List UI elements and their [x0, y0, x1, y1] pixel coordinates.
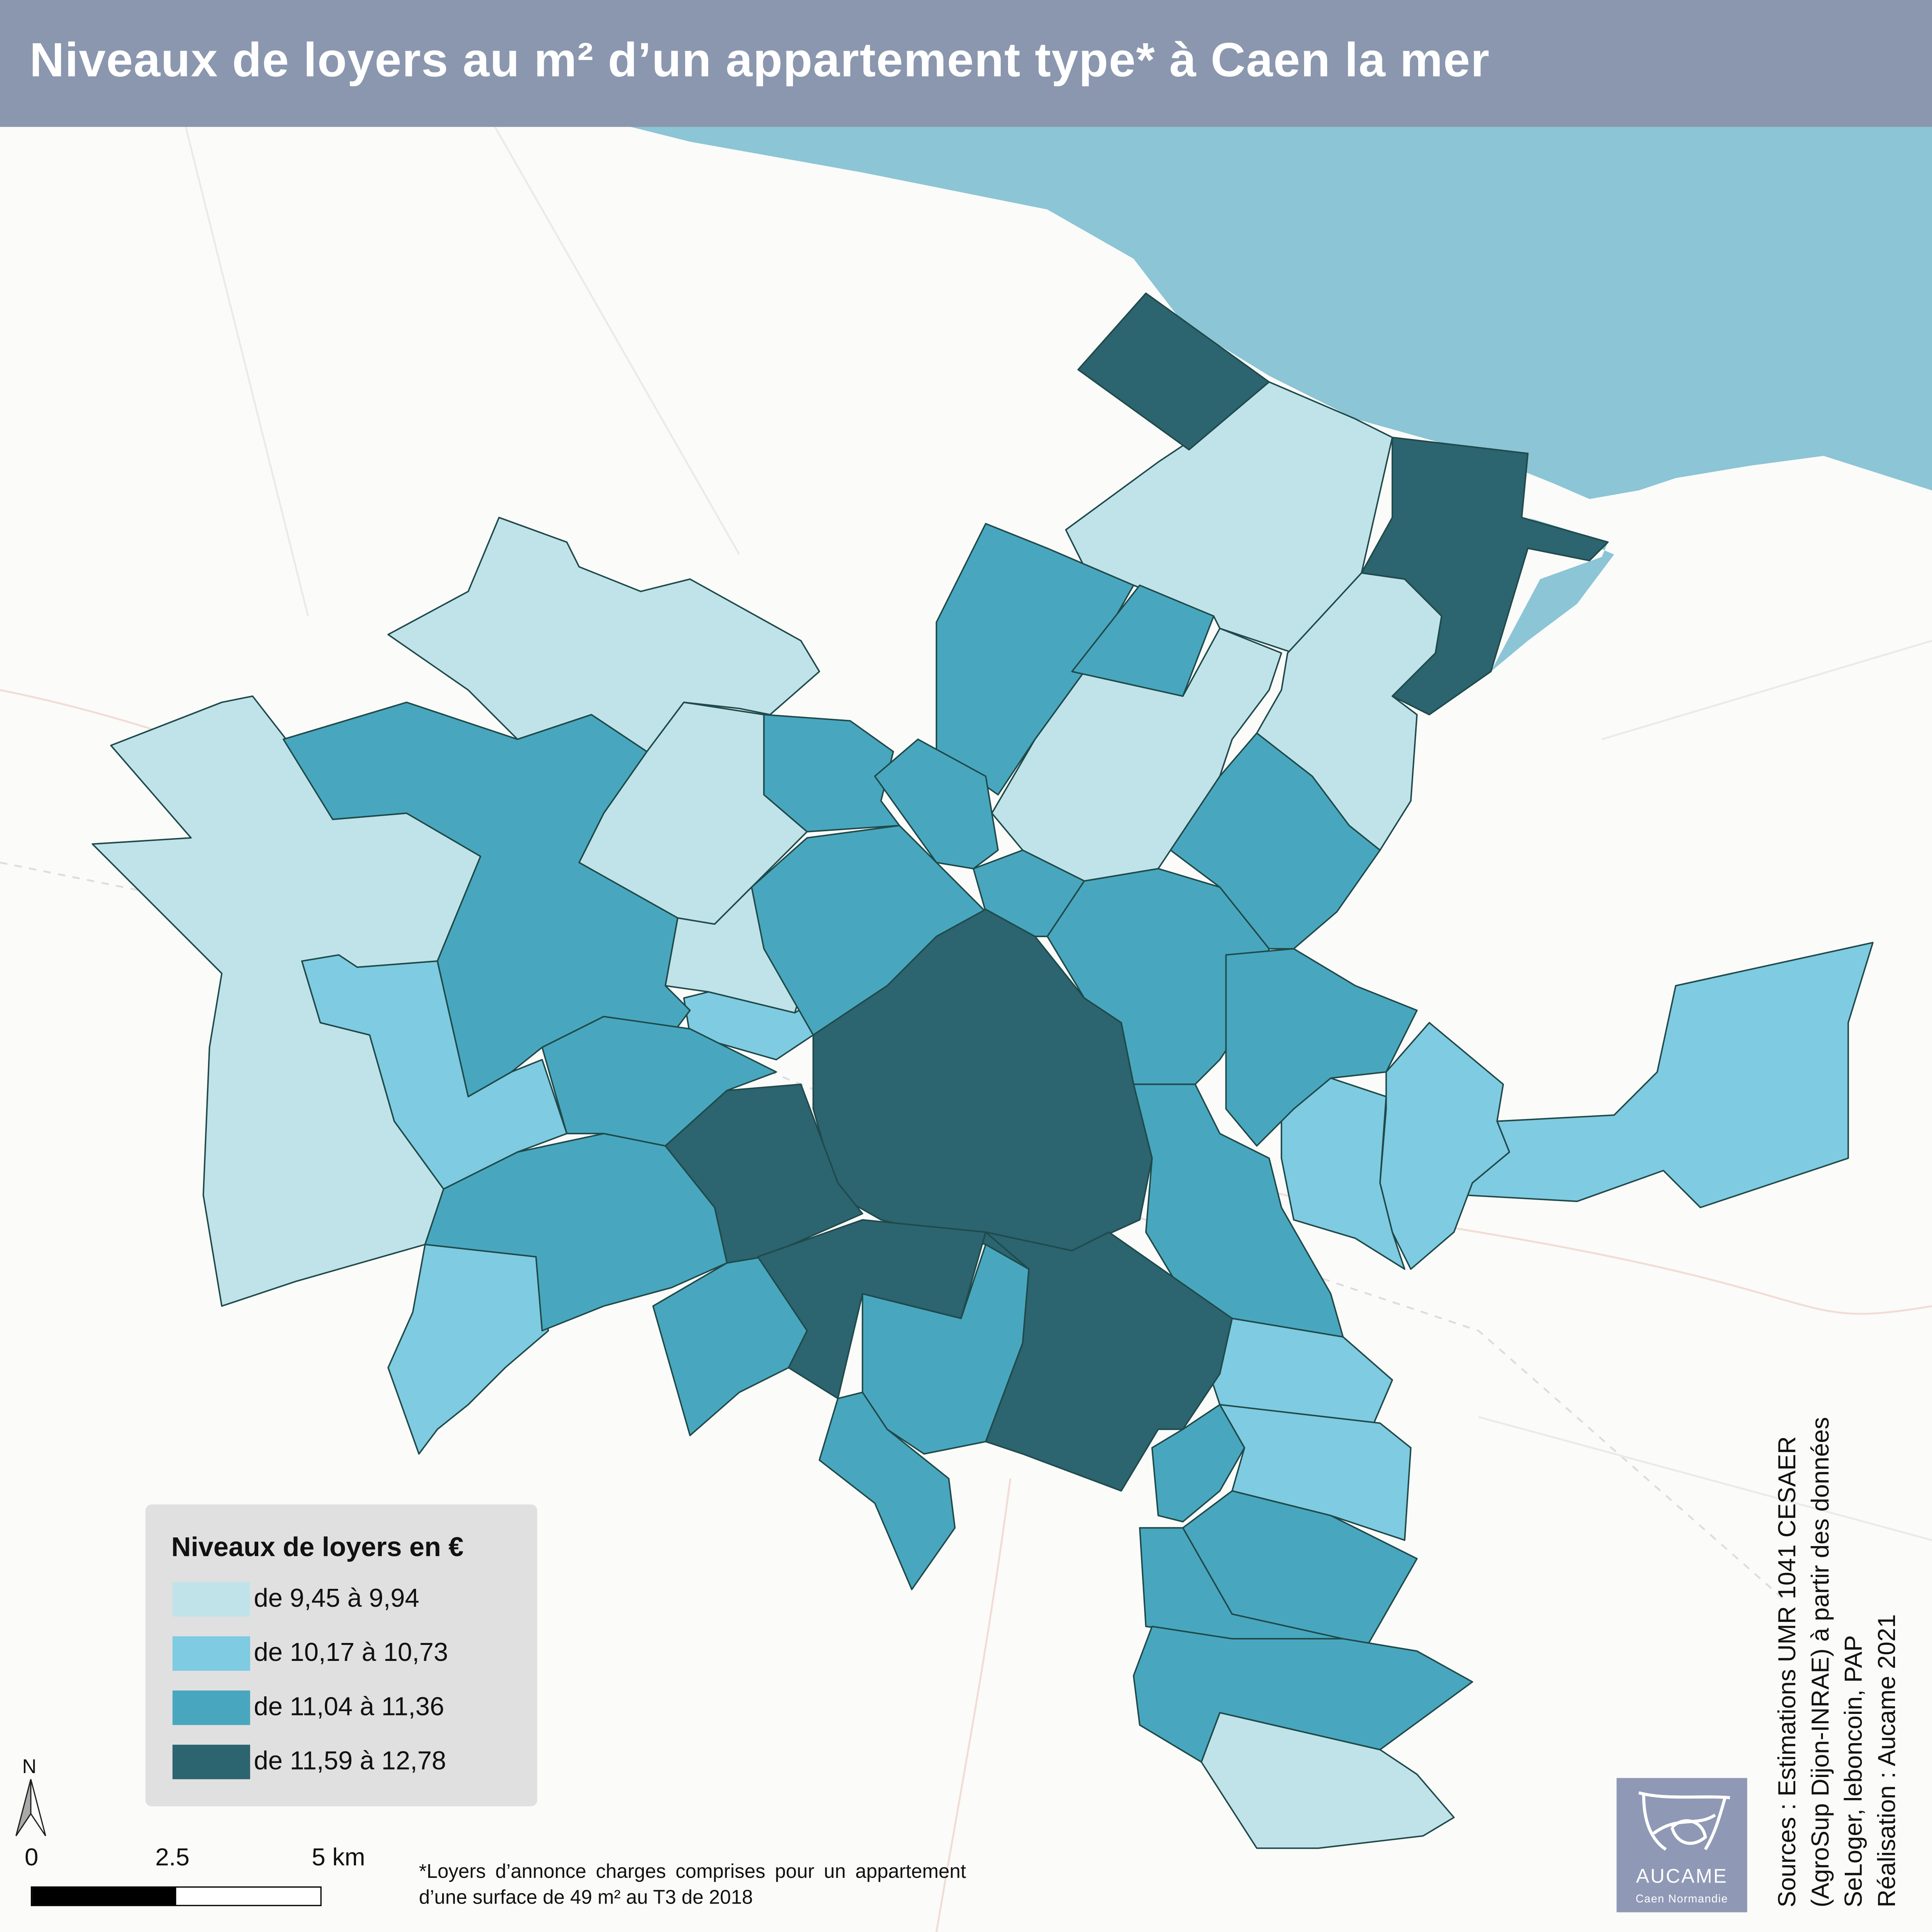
zone-class-2[interactable]	[301, 954, 568, 1190]
legend-swatch	[172, 1636, 250, 1671]
zone-class-3[interactable]	[1071, 584, 1215, 697]
legend-title: Niveaux de loyers en €	[171, 1531, 464, 1563]
class-1-zones	[92, 381, 1455, 1849]
scale-label-0: 0	[25, 1844, 39, 1872]
logo-subtitle: Caen Normandie	[1636, 1892, 1728, 1905]
class-4-zones	[665, 292, 1609, 1492]
sources-credits: Sources : Estimations UMR 1041 CESAER (A…	[1772, 1417, 1905, 1907]
legend-swatch	[172, 1690, 250, 1725]
zone-class-4[interactable]	[985, 1231, 1233, 1492]
legend-item: de 11,59 à 12,78	[172, 1745, 530, 1794]
legend-label: de 11,59 à 12,78	[254, 1747, 446, 1776]
zone-class-4-caen-centre[interactable]	[812, 908, 1153, 1270]
zone-class-3[interactable]	[763, 714, 901, 833]
scale-bar-segment	[32, 1888, 176, 1905]
aucame-logo: AUCAME Caen Normandie	[1616, 1778, 1747, 1913]
legend-label: de 10,17 à 10,73	[254, 1639, 448, 1667]
legend-swatch	[172, 1582, 250, 1617]
class-3-zones	[282, 523, 1474, 1763]
zone-class-3[interactable]	[282, 702, 691, 1098]
legend: Niveaux de loyers en € de 9,45 à 9,94 de…	[145, 1504, 538, 1807]
zone-class-4[interactable]	[1361, 437, 1609, 716]
legend-item: de 11,04 à 11,36	[172, 1690, 530, 1740]
map-title: Niveaux de loyers au m² d’un appartement…	[29, 34, 1490, 88]
sources-line: (AgroSup Dijon-INRAE) à partir des donné…	[1807, 1417, 1835, 1907]
footnote: *Loyers d’annonce charges comprises pour…	[419, 1861, 966, 1909]
zone-class-4[interactable]	[665, 1083, 864, 1264]
title-bar: Niveaux de loyers au m² d’un appartement…	[0, 0, 1932, 127]
zone-class-3[interactable]	[1133, 1625, 1474, 1763]
north-label: N	[22, 1757, 37, 1778]
legend-item: de 9,45 à 9,94	[172, 1582, 530, 1632]
north-arrow: N	[10, 1757, 52, 1839]
road	[184, 123, 1932, 1541]
zone-class-3[interactable]	[424, 1133, 728, 1332]
zone-class-3[interactable]	[1151, 1404, 1245, 1523]
scale-label-end: 5 km	[312, 1844, 365, 1872]
scale-bar	[31, 1886, 322, 1906]
zone-class-2[interactable]	[1280, 1077, 1406, 1270]
legend-swatch	[172, 1745, 250, 1779]
zone-class-3[interactable]	[818, 1391, 956, 1590]
sources-line: SeLoger, leboncoin, PAP	[1840, 1635, 1868, 1907]
zone-class-2[interactable]	[1219, 1404, 1412, 1541]
sea	[616, 123, 1932, 672]
road	[935, 1478, 1012, 1932]
zone-class-4[interactable]	[757, 1219, 987, 1400]
sources-line: Réalisation : Aucame 2021	[1874, 1614, 1901, 1907]
zone-class-3[interactable]	[1133, 1083, 1344, 1338]
zone-class-2[interactable]	[1465, 942, 1874, 1208]
legend-label: de 9,45 à 9,94	[254, 1584, 420, 1613]
sources-line: Sources : Estimations UMR 1041 CESAER	[1774, 1436, 1802, 1907]
zone-class-2[interactable]	[1379, 1022, 1510, 1270]
scale-label-mid: 2.5	[155, 1844, 190, 1872]
zone-class-2[interactable]	[387, 1244, 549, 1455]
zone-class-4[interactable]	[1077, 292, 1270, 451]
logo-name: AUCAME	[1636, 1867, 1728, 1888]
class-2-zones	[301, 942, 1874, 1541]
north-arrow-icon	[15, 1779, 46, 1837]
legend-label: de 11,04 à 11,36	[254, 1693, 444, 1722]
legend-item: de 10,17 à 10,73	[172, 1636, 530, 1686]
zone-class-3[interactable]	[1225, 948, 1418, 1147]
logo-emblem-icon	[1638, 1791, 1730, 1851]
zone-class-3[interactable]	[1170, 732, 1381, 950]
